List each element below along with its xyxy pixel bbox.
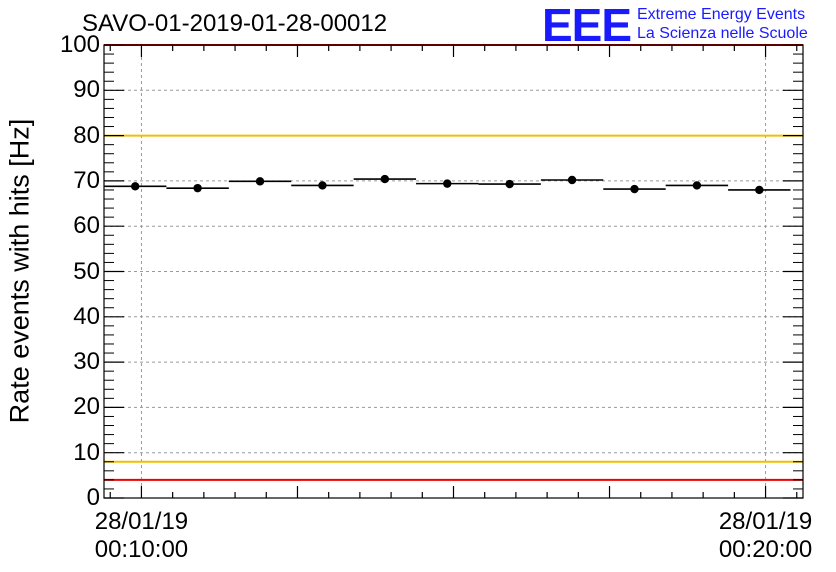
grid-lines [104, 45, 803, 498]
plot-frame [103, 44, 804, 499]
logo-line-1: Extreme Energy Events [637, 6, 806, 23]
data-point [193, 183, 202, 193]
data-point [318, 181, 327, 190]
y-tick-label: 0 [86, 484, 100, 511]
x-tick-label: 28/01/19 00:10:00 [71, 508, 211, 564]
y-tick-label: 90 [73, 76, 100, 104]
y-axis-label: Rate events with hits [Hz] [4, 118, 35, 424]
y-tick-label: 10 [73, 438, 100, 466]
data-point [630, 184, 639, 194]
y-tick-label: 30 [73, 348, 100, 376]
data-point [692, 181, 702, 190]
x-tick-time: 00:20:00 [718, 536, 813, 563]
x-tick-time: 00:10:00 [94, 536, 189, 563]
data-point [755, 185, 764, 195]
y-tick-label: 40 [73, 302, 100, 330]
y-tick-label: 50 [73, 257, 100, 285]
axis-ticks [104, 44, 803, 499]
reference-lines [104, 44, 803, 481]
data-point [255, 177, 265, 186]
data-point [380, 174, 390, 184]
eee-logo: EEE [542, 0, 632, 51]
chart-title: SAVO-01-2019-01-28-00012 [82, 10, 388, 37]
y-tick-label: 60 [73, 212, 100, 240]
data-points [104, 174, 791, 195]
y-tick-label: 80 [73, 121, 100, 149]
data-point [567, 175, 577, 185]
y-tick-label: 20 [73, 393, 100, 421]
logo-line-2: La Scienza nelle Scuole [637, 25, 808, 42]
data-point [131, 182, 140, 191]
x-tick-date: 28/01/19 [718, 508, 813, 535]
y-tick-label: 70 [73, 166, 100, 194]
data-point [505, 179, 514, 189]
x-tick-label: 28/01/19 00:20:00 [696, 508, 836, 564]
x-tick-date: 28/01/19 [94, 508, 189, 535]
y-tick-label: 100 [59, 31, 100, 58]
data-point [443, 179, 452, 188]
